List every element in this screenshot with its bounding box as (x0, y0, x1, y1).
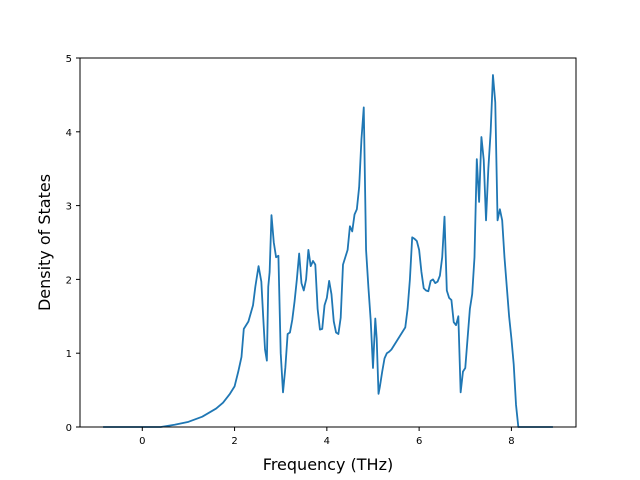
y-tick-label: 5 (66, 54, 72, 65)
x-tick-label: 0 (139, 436, 145, 447)
y-tick-label: 4 (66, 128, 72, 139)
x-tick-label: 2 (231, 436, 237, 447)
x-tick-label: 8 (508, 436, 514, 447)
x-tick-label: 4 (324, 436, 330, 447)
x-axis-label: Frequency (THz) (263, 455, 393, 474)
y-tick-label: 0 (66, 423, 72, 434)
y-tick-label: 2 (66, 275, 72, 286)
y-axis-label: Density of States (35, 174, 54, 311)
y-tick-label: 1 (66, 349, 72, 360)
y-axis-ticks: 0 1 2 3 4 5 (66, 54, 80, 434)
x-tick-label: 6 (416, 436, 422, 447)
dos-series-line (103, 74, 553, 428)
y-tick-label: 3 (66, 202, 72, 213)
plot-area (103, 74, 553, 428)
axes-frame (79, 57, 577, 428)
x-axis-ticks: 0 2 4 6 8 (139, 427, 515, 447)
